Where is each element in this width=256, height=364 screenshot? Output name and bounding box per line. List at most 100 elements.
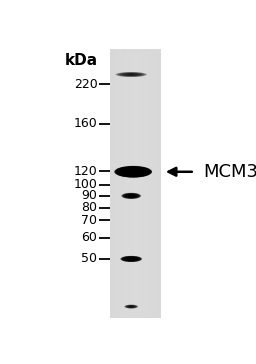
Ellipse shape <box>122 257 140 261</box>
Ellipse shape <box>123 257 139 261</box>
Ellipse shape <box>127 195 135 197</box>
Ellipse shape <box>124 194 138 198</box>
Ellipse shape <box>128 258 134 260</box>
Bar <box>110 49 161 318</box>
Bar <box>138 49 140 318</box>
Ellipse shape <box>116 166 150 177</box>
Ellipse shape <box>129 306 133 307</box>
Ellipse shape <box>129 258 133 260</box>
Ellipse shape <box>127 170 139 174</box>
Ellipse shape <box>129 306 133 307</box>
Ellipse shape <box>122 256 141 262</box>
Ellipse shape <box>122 168 144 175</box>
Text: 80: 80 <box>81 201 98 214</box>
Text: 90: 90 <box>82 189 98 202</box>
Ellipse shape <box>130 171 136 173</box>
Ellipse shape <box>125 305 137 308</box>
Ellipse shape <box>118 167 148 177</box>
Ellipse shape <box>117 72 145 77</box>
Ellipse shape <box>117 167 149 177</box>
Ellipse shape <box>127 194 136 197</box>
Bar <box>133 49 135 318</box>
Bar <box>158 49 160 318</box>
Ellipse shape <box>126 305 136 308</box>
Ellipse shape <box>130 258 133 260</box>
Bar <box>136 49 138 318</box>
Ellipse shape <box>128 306 134 308</box>
Bar <box>135 49 136 318</box>
Ellipse shape <box>132 171 134 172</box>
Ellipse shape <box>125 257 137 261</box>
Ellipse shape <box>131 171 135 173</box>
Ellipse shape <box>126 305 137 308</box>
Ellipse shape <box>128 195 135 197</box>
Bar <box>128 49 130 318</box>
Ellipse shape <box>119 72 144 76</box>
Bar <box>142 49 143 318</box>
Bar <box>123 49 125 318</box>
Text: 160: 160 <box>74 117 98 130</box>
Ellipse shape <box>129 306 134 307</box>
Ellipse shape <box>127 305 135 308</box>
Ellipse shape <box>128 195 134 197</box>
Ellipse shape <box>124 194 139 198</box>
Ellipse shape <box>127 305 135 308</box>
Text: 50: 50 <box>81 253 98 265</box>
Ellipse shape <box>125 169 142 174</box>
Bar <box>157 49 158 318</box>
Ellipse shape <box>115 166 151 177</box>
Ellipse shape <box>126 257 137 261</box>
Ellipse shape <box>120 256 142 262</box>
Text: 220: 220 <box>74 78 98 91</box>
Ellipse shape <box>125 194 138 198</box>
Bar <box>121 49 123 318</box>
Ellipse shape <box>120 168 146 176</box>
Text: 60: 60 <box>82 231 98 244</box>
Ellipse shape <box>114 166 152 178</box>
Ellipse shape <box>125 305 137 308</box>
Ellipse shape <box>127 258 136 260</box>
Ellipse shape <box>126 194 137 198</box>
Ellipse shape <box>120 73 142 76</box>
Bar <box>150 49 152 318</box>
Bar <box>118 49 120 318</box>
Ellipse shape <box>126 258 136 260</box>
Bar <box>153 49 155 318</box>
Ellipse shape <box>129 258 134 260</box>
Bar <box>130 49 131 318</box>
Ellipse shape <box>128 258 134 260</box>
Ellipse shape <box>115 72 147 77</box>
Ellipse shape <box>129 195 134 197</box>
Ellipse shape <box>118 72 145 77</box>
Ellipse shape <box>122 193 141 199</box>
Ellipse shape <box>122 73 140 76</box>
Ellipse shape <box>124 169 143 175</box>
Ellipse shape <box>123 193 139 198</box>
Bar <box>147 49 148 318</box>
Ellipse shape <box>129 170 138 173</box>
Bar <box>125 49 126 318</box>
Ellipse shape <box>123 193 140 198</box>
Bar <box>120 49 121 318</box>
Ellipse shape <box>125 74 137 75</box>
Bar <box>140 49 142 318</box>
Text: kDa: kDa <box>64 54 98 68</box>
Bar <box>155 49 157 318</box>
Ellipse shape <box>129 306 134 307</box>
Ellipse shape <box>121 193 141 199</box>
Ellipse shape <box>116 72 146 77</box>
Ellipse shape <box>125 257 138 261</box>
Bar <box>145 49 147 318</box>
Ellipse shape <box>124 257 138 261</box>
Text: 70: 70 <box>81 214 98 227</box>
Bar <box>152 49 153 318</box>
Bar <box>113 49 115 318</box>
Bar <box>126 49 128 318</box>
Bar <box>131 49 133 318</box>
Ellipse shape <box>121 168 145 175</box>
Ellipse shape <box>127 169 139 174</box>
Bar <box>116 49 118 318</box>
Ellipse shape <box>121 256 142 262</box>
Ellipse shape <box>122 73 141 76</box>
Ellipse shape <box>129 195 133 197</box>
